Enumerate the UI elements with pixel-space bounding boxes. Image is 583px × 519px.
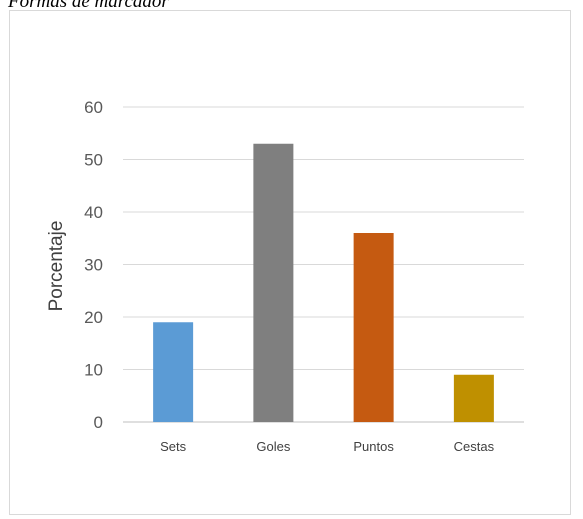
x-category-label: Goles — [256, 439, 290, 454]
y-tick-label: 30 — [84, 256, 103, 275]
bar-sets — [153, 322, 194, 422]
y-tick-label: 50 — [84, 151, 103, 170]
x-category-label: Puntos — [353, 439, 394, 454]
y-axis-ticks: 0 10 20 30 40 50 60 — [84, 98, 103, 432]
bars — [153, 143, 494, 422]
bar-puntos — [353, 233, 394, 422]
y-tick-label: 40 — [84, 203, 103, 222]
y-tick-label: 0 — [94, 413, 103, 432]
y-axis-label: Porcentaje — [46, 221, 67, 312]
y-tick-label: 20 — [84, 308, 103, 327]
y-tick-label: 60 — [84, 98, 103, 117]
x-category-label: Cestas — [454, 439, 495, 454]
x-category-label: Sets — [160, 439, 187, 454]
y-tick-label: 10 — [84, 361, 103, 380]
bar-goles — [253, 143, 294, 422]
bar-cestas — [453, 374, 494, 422]
x-axis-categories: Sets Goles Puntos Cestas — [160, 439, 494, 454]
figure-caption: Formas de marcador — [8, 0, 169, 12]
